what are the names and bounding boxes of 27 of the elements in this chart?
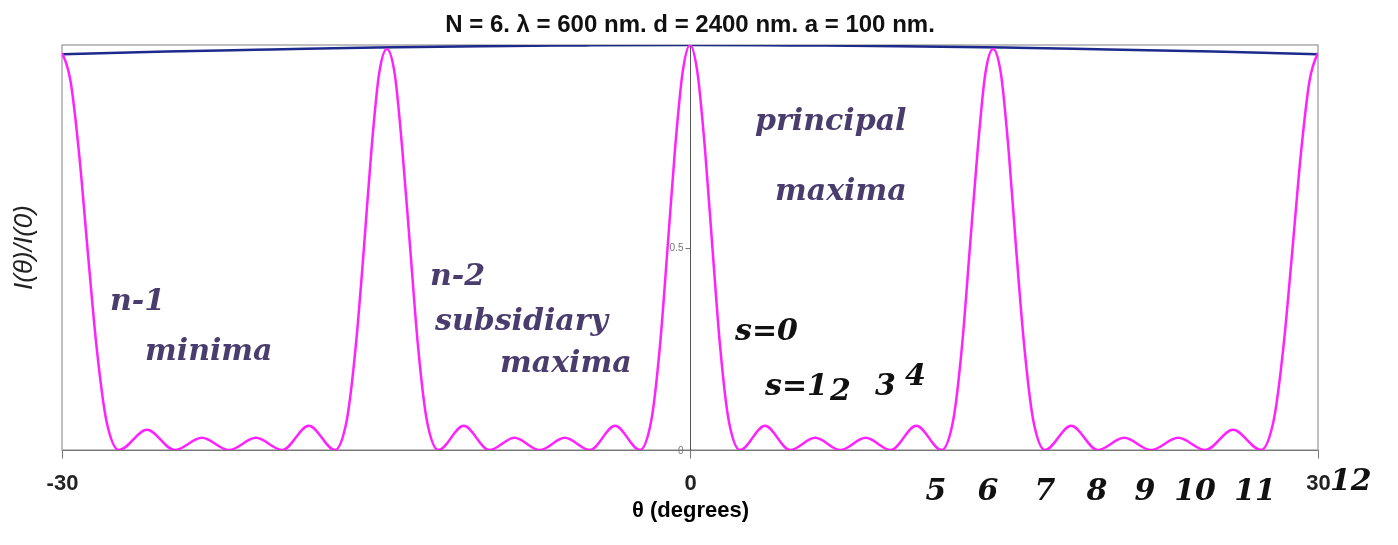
text: 12 <box>1330 462 1372 497</box>
annotation: s=1 <box>764 367 828 402</box>
text: 11 <box>1234 472 1276 507</box>
line-series <box>62 45 1318 56</box>
annotation: s=0 <box>734 312 799 347</box>
annotation: principal <box>755 102 907 137</box>
y-axis-title: I(θ)/I(0) <box>8 205 38 290</box>
text: 10 <box>1174 472 1216 507</box>
x-tick-label: 30 <box>1306 469 1331 495</box>
text: 8 <box>1085 472 1108 507</box>
annotation: minima <box>145 332 273 367</box>
annotation: maxima <box>775 172 907 207</box>
chart-title: N = 6. λ = 600 nm. d = 2400 nm. a = 100 nm. <box>445 10 935 37</box>
annotation: n-2 <box>430 257 486 292</box>
text: 7 <box>1034 472 1056 507</box>
text: 6 <box>977 472 999 507</box>
annotation: n-1 <box>110 282 166 317</box>
annotation: 2 <box>829 372 851 407</box>
text: 5 <box>925 472 947 507</box>
y-tick-label: 0.5 <box>669 242 684 253</box>
text: 9 <box>1134 472 1156 507</box>
annotation: maxima <box>500 344 632 379</box>
annotation: 3 <box>875 367 896 402</box>
x-tick-label: -30 <box>46 469 79 495</box>
annotation: 4 <box>905 357 926 392</box>
x-axis-title: θ (degrees) <box>631 496 750 522</box>
annotation: subsidiary <box>434 302 611 337</box>
